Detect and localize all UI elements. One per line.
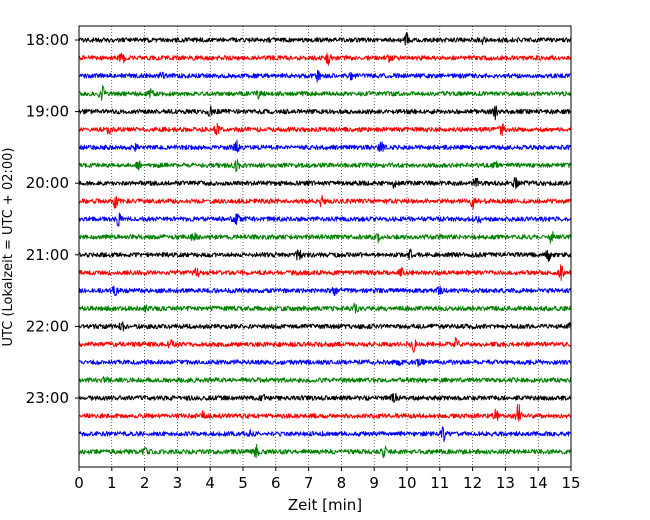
x-tick-label-8: 8	[337, 474, 347, 492]
x-tick-label-11: 11	[430, 474, 449, 492]
y-tick-label-0: 18:00	[26, 31, 69, 49]
x-tick-label-9: 9	[369, 474, 379, 492]
x-tick-label-7: 7	[304, 474, 314, 492]
x-tick-label-0: 0	[74, 474, 84, 492]
x-tick-label-1: 1	[107, 474, 117, 492]
trace-2330	[78, 426, 572, 443]
x-tick-label-12: 12	[463, 474, 482, 492]
trace-1930	[78, 139, 572, 153]
x-tick-label-14: 14	[529, 474, 548, 492]
y-tick-label-5: 23:00	[26, 389, 69, 407]
trace-1945	[78, 158, 572, 173]
trace-1830	[78, 69, 572, 83]
trace-2045	[78, 231, 572, 244]
x-tick-label-4: 4	[205, 474, 215, 492]
x-tick-label-3: 3	[173, 474, 183, 492]
trace-2030	[78, 212, 572, 227]
trace-1900	[78, 105, 572, 121]
y-tick-label-2: 20:00	[26, 174, 69, 192]
x-tick-label-13: 13	[496, 474, 515, 492]
trace-1845	[78, 85, 572, 101]
x-axis-title: Zeit [min]	[288, 496, 362, 514]
x-tick-label-6: 6	[271, 474, 281, 492]
trace-2300	[78, 392, 572, 403]
trace-2245	[78, 376, 572, 383]
y-axis-title: UTC (Lokalzeit = UTC + 02:00)	[1, 148, 16, 347]
trace-2130	[78, 285, 572, 297]
plot-frame	[78, 25, 572, 468]
x-tick-label-15: 15	[561, 474, 580, 492]
trace-1800	[78, 31, 572, 46]
trace-2200	[78, 321, 572, 332]
trace-2015	[78, 194, 572, 210]
trace-2145	[78, 302, 572, 314]
trace-1815	[78, 52, 572, 66]
x-tick-label-2: 2	[140, 474, 150, 492]
trace-2215	[78, 337, 572, 353]
y-tick-label-3: 21:00	[26, 246, 69, 264]
y-tick-label-4: 22:00	[26, 317, 69, 335]
trace-2100	[78, 248, 572, 262]
axis-ticks: 0 1 2 3 4 5 6 7 8 9 10 11 12 13 14 1518:0019:0020:0021:…	[26, 31, 581, 492]
trace-2115	[78, 264, 572, 281]
trace-2315	[78, 403, 572, 422]
x-tick-label-5: 5	[238, 474, 248, 492]
trace-1915	[78, 122, 572, 137]
x-tick-label-10: 10	[397, 474, 416, 492]
trace-2230	[78, 358, 572, 368]
trace-2000	[78, 176, 572, 190]
trace-2345	[78, 443, 572, 459]
y-tick-label-1: 19:00	[26, 103, 69, 121]
seismogram-traces	[78, 31, 572, 459]
